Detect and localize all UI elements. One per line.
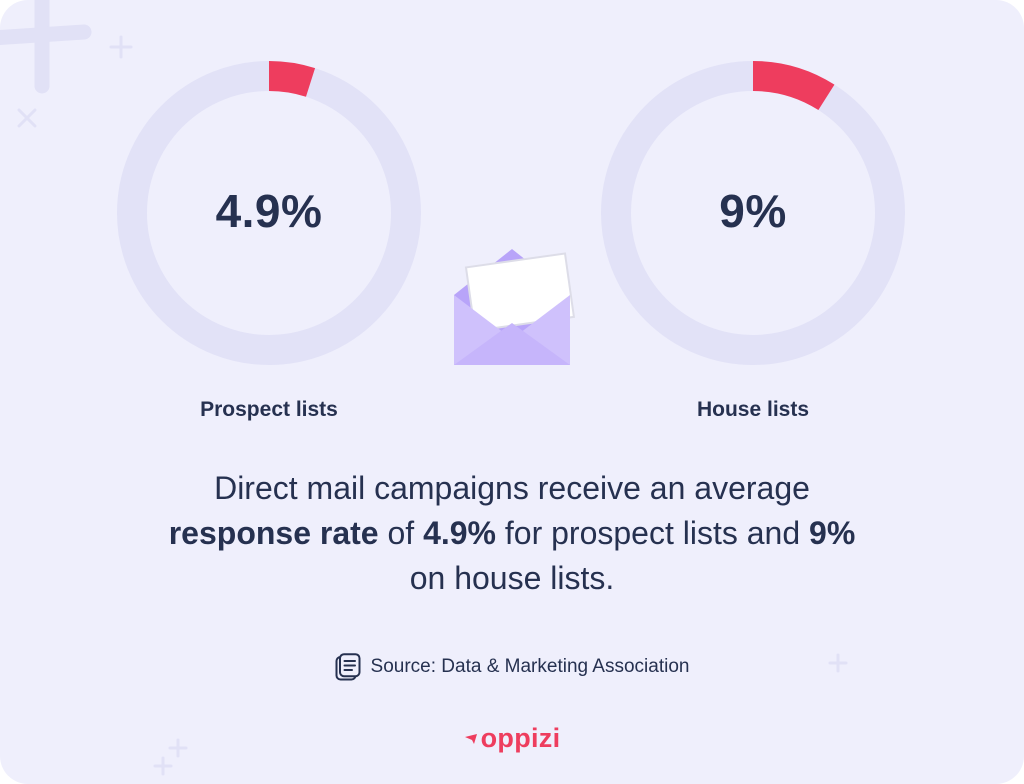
source-text: Source: Data & Marketing Association <box>370 656 690 677</box>
donut-chart-prospect-lists: 4.9% <box>114 58 424 368</box>
statement-text: of <box>378 515 424 551</box>
statement-text: for prospect lists and <box>496 515 810 551</box>
donut-chart-house-lists: 9% <box>598 58 908 368</box>
donut-svg-prospect <box>117 61 421 365</box>
statement-emphasis-house-rate: 9% <box>809 515 856 551</box>
response-rate-statement: Direct mail campaigns receive an average… <box>60 466 964 601</box>
donut-arc-prospect <box>268 61 316 97</box>
envelope-icon <box>454 249 576 365</box>
donut-value-house: 9% <box>719 185 787 237</box>
source-line: Source: Data & Marketing Association <box>0 652 1024 682</box>
donut-svg-house <box>601 61 905 365</box>
oppizi-logo: oppizi <box>0 718 1024 758</box>
donut-value-prospect: 4.9% <box>215 185 323 237</box>
label-prospect-lists: Prospect lists <box>200 398 338 421</box>
document-icon <box>335 653 361 681</box>
logo-mark-icon <box>464 734 477 744</box>
label-house-lists: House lists <box>696 398 810 421</box>
statement-text: on house lists. <box>409 560 615 596</box>
donut-arc-house <box>752 61 835 111</box>
logo-text: oppizi <box>480 722 561 753</box>
statement-emphasis-prospect-rate: 4.9% <box>423 515 496 551</box>
statement-emphasis-response-rate: response rate <box>168 515 379 551</box>
statement-text: Direct mail campaigns receive an average <box>214 470 810 506</box>
